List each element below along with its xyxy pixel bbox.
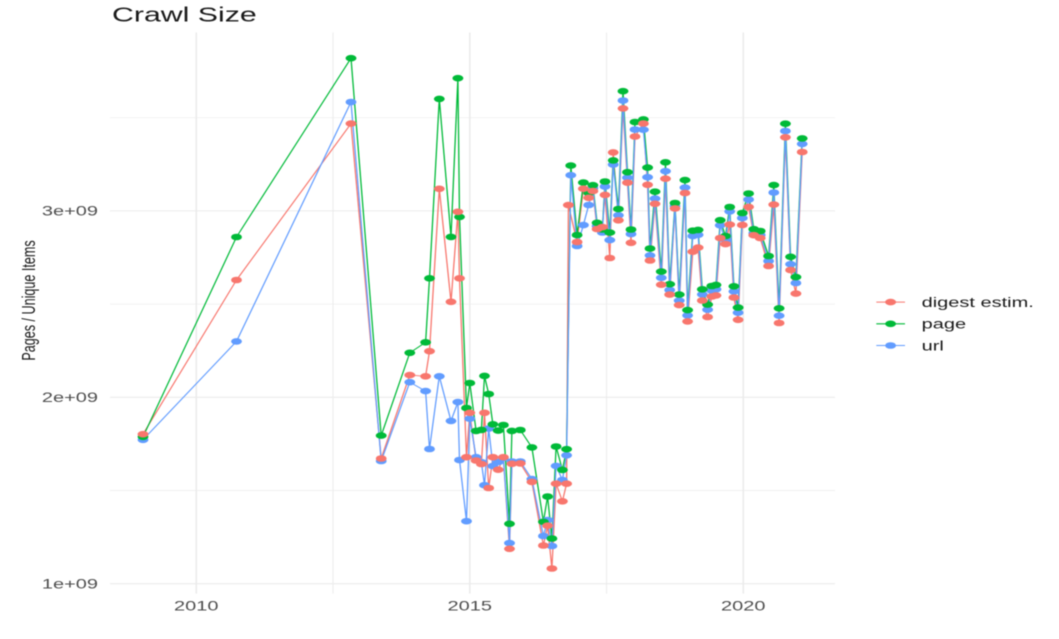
svg-text:2020: 2020 <box>721 599 765 614</box>
svg-text:page: page <box>922 317 966 332</box>
svg-text:Crawl Size: Crawl Size <box>112 4 257 26</box>
svg-text:2010: 2010 <box>174 599 218 614</box>
svg-text:2015: 2015 <box>448 599 492 614</box>
svg-text:2e+09: 2e+09 <box>42 390 98 405</box>
svg-text:3e+09: 3e+09 <box>42 204 98 219</box>
svg-text:url: url <box>922 338 944 353</box>
svg-text:Pages / Unique Items: Pages / Unique Items <box>20 240 40 360</box>
svg-text:1e+09: 1e+09 <box>42 577 98 592</box>
svg-text:digest estim.: digest estim. <box>922 295 1034 310</box>
